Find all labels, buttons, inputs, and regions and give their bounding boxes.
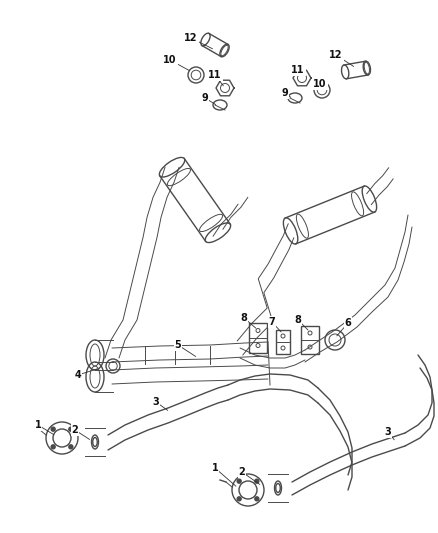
Text: 3: 3	[152, 397, 159, 407]
Text: 8: 8	[240, 313, 247, 323]
Text: 1: 1	[35, 420, 41, 430]
Text: 8: 8	[295, 315, 301, 325]
Text: 10: 10	[313, 79, 327, 89]
Text: 2: 2	[72, 425, 78, 435]
Circle shape	[255, 497, 259, 501]
Text: 2: 2	[239, 467, 245, 477]
Circle shape	[255, 479, 259, 483]
Text: 9: 9	[201, 93, 208, 103]
Text: 11: 11	[208, 70, 222, 80]
Text: 10: 10	[163, 55, 177, 65]
Circle shape	[51, 427, 55, 431]
Circle shape	[69, 445, 73, 449]
Text: 12: 12	[184, 33, 198, 43]
Text: 1: 1	[212, 463, 219, 473]
Text: 11: 11	[291, 65, 305, 75]
Text: 7: 7	[268, 317, 276, 327]
Text: 5: 5	[175, 340, 181, 350]
Circle shape	[237, 479, 241, 483]
Text: 9: 9	[282, 88, 288, 98]
Text: 4: 4	[74, 370, 81, 380]
Text: 12: 12	[329, 50, 343, 60]
Text: 3: 3	[385, 427, 392, 437]
Text: 6: 6	[345, 318, 351, 328]
Circle shape	[69, 427, 73, 431]
Circle shape	[237, 497, 241, 501]
Circle shape	[51, 445, 55, 449]
